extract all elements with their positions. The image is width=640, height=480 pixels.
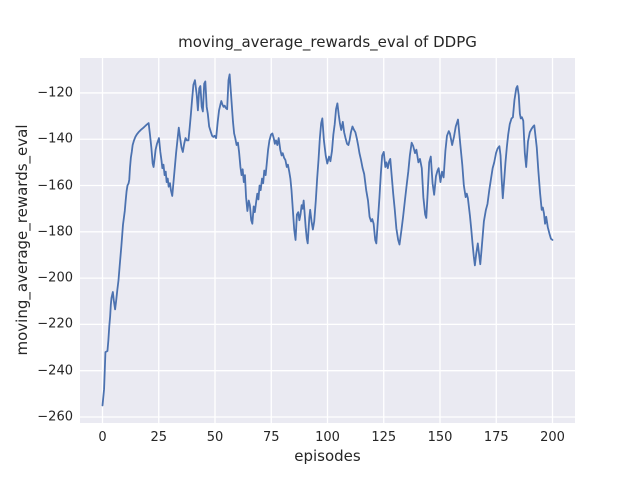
- y-tick-label: −220: [37, 316, 73, 332]
- x-tick-label: 175: [483, 430, 509, 445]
- y-tick-label: −140: [37, 131, 73, 147]
- y-tick-label: −200: [37, 270, 73, 286]
- x-tick-label: 200: [540, 430, 565, 445]
- y-tick-label: −120: [37, 85, 73, 101]
- data-line: [101, 73, 554, 407]
- x-axis-label: episodes: [294, 447, 361, 465]
- x-tick-label: 50: [206, 430, 224, 445]
- x-tick-label: 150: [427, 430, 453, 445]
- plot-canvas: [80, 58, 575, 423]
- x-tick-label: 100: [315, 430, 340, 445]
- y-axis-label: moving_average_rewards_eval: [13, 124, 31, 356]
- x-tick-label: 0: [98, 430, 107, 445]
- y-tick-label: −180: [37, 224, 73, 240]
- y-tick-label: −160: [37, 178, 73, 194]
- y-tick-label: −240: [37, 363, 73, 379]
- x-tick-label: 125: [371, 430, 397, 445]
- x-tick-label: 25: [150, 430, 168, 445]
- x-tick-label: 75: [262, 430, 280, 445]
- y-tick-label: −260: [37, 409, 73, 425]
- chart-title: moving_average_rewards_eval of DDPG: [178, 33, 477, 51]
- plot-area: [80, 58, 575, 423]
